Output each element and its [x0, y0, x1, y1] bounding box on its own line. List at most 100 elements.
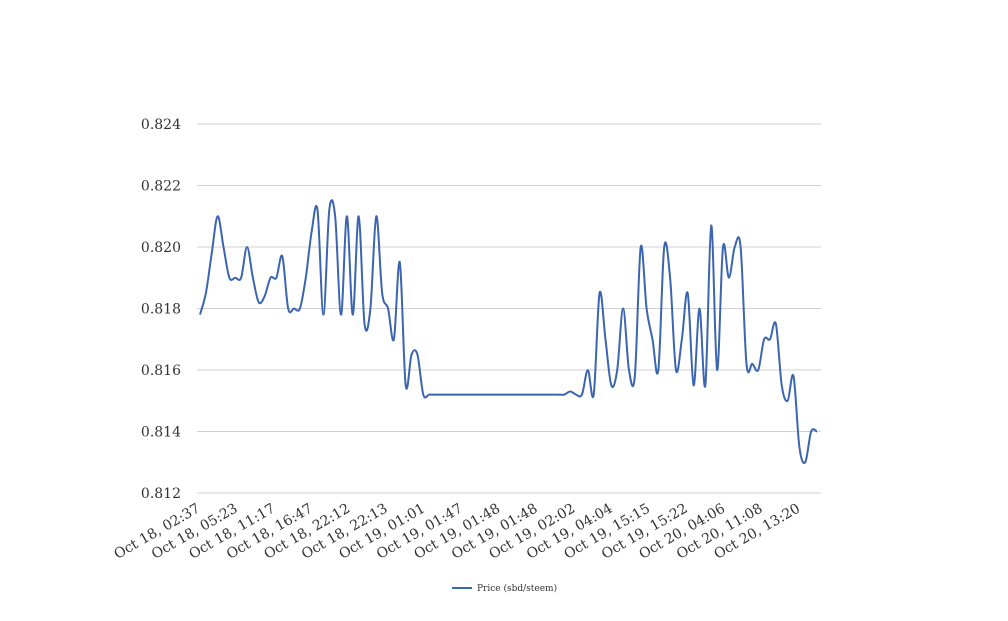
series-line — [199, 199, 818, 464]
data-point — [223, 246, 225, 248]
data-point — [763, 338, 765, 340]
data-point — [599, 292, 601, 294]
data-point — [563, 394, 565, 396]
legend-label: Price (sbd/steem) — [477, 583, 557, 594]
data-point — [769, 338, 771, 340]
data-point — [422, 394, 424, 396]
data-point — [657, 369, 659, 371]
data-point — [264, 295, 266, 297]
data-point — [610, 384, 612, 386]
data-point — [687, 292, 689, 294]
data-point — [364, 323, 366, 325]
data-point — [305, 277, 307, 279]
data-point — [740, 246, 742, 248]
data-point — [510, 394, 512, 396]
data-point — [505, 394, 507, 396]
data-point — [281, 255, 283, 257]
data-point — [228, 277, 230, 279]
data-point — [481, 394, 483, 396]
y-tick-label: 0.818 — [141, 302, 181, 318]
data-point — [734, 246, 736, 248]
y-tick-label: 0.822 — [141, 179, 181, 195]
data-point — [258, 301, 260, 303]
data-point — [411, 354, 413, 356]
data-point — [675, 369, 677, 371]
data-point — [546, 394, 548, 396]
data-point — [487, 394, 489, 396]
data-point — [234, 277, 236, 279]
data-point — [534, 394, 536, 396]
data-point — [516, 394, 518, 396]
data-point — [622, 308, 624, 310]
data-point — [317, 209, 319, 211]
data-point — [646, 308, 648, 310]
data-point — [334, 215, 336, 217]
y-tick-label: 0.816 — [141, 363, 181, 379]
data-point — [575, 394, 577, 396]
data-point — [199, 314, 201, 316]
series-layer — [199, 199, 818, 464]
data-point — [757, 369, 759, 371]
data-point — [328, 209, 330, 211]
data-point — [681, 338, 683, 340]
data-point — [493, 394, 495, 396]
data-point — [663, 246, 665, 248]
data-point — [557, 394, 559, 396]
data-point — [287, 308, 289, 310]
y-tick-label: 0.820 — [141, 240, 181, 256]
data-point — [775, 323, 777, 325]
y-tick-label: 0.812 — [141, 486, 181, 502]
data-point — [698, 308, 700, 310]
data-point — [252, 277, 254, 279]
data-point — [446, 394, 448, 396]
data-point — [581, 394, 583, 396]
data-point — [346, 215, 348, 217]
data-point — [352, 314, 354, 316]
data-point — [369, 308, 371, 310]
data-point — [499, 394, 501, 396]
data-point — [710, 224, 712, 226]
data-point — [246, 246, 248, 248]
data-point — [604, 338, 606, 340]
data-point — [463, 394, 465, 396]
data-point — [381, 292, 383, 294]
data-point — [728, 277, 730, 279]
data-point — [440, 394, 442, 396]
data-point — [593, 394, 595, 396]
data-point — [628, 369, 630, 371]
data-point — [293, 308, 295, 310]
data-point — [781, 384, 783, 386]
data-point — [522, 394, 524, 396]
data-point — [798, 446, 800, 448]
legend: Price (sbd/steem) — [452, 583, 557, 594]
data-point — [528, 394, 530, 396]
data-point — [340, 314, 342, 316]
data-point — [587, 369, 589, 371]
data-point — [722, 246, 724, 248]
data-point — [716, 369, 718, 371]
data-point — [217, 215, 219, 217]
data-point — [704, 384, 706, 386]
data-point — [205, 292, 207, 294]
data-point — [634, 375, 636, 377]
data-point — [434, 394, 436, 396]
data-point — [458, 394, 460, 396]
data-point — [240, 277, 242, 279]
data-point — [552, 394, 554, 396]
data-point — [375, 215, 377, 217]
data-point — [569, 391, 571, 393]
data-point — [751, 363, 753, 365]
data-point — [322, 314, 324, 316]
data-point — [270, 277, 272, 279]
data-point — [275, 277, 277, 279]
data-point — [387, 308, 389, 310]
data-point — [745, 363, 747, 365]
data-point — [787, 400, 789, 402]
data-point — [475, 394, 477, 396]
data-point — [616, 369, 618, 371]
data-point — [651, 338, 653, 340]
data-point — [299, 308, 301, 310]
data-point — [416, 354, 418, 356]
